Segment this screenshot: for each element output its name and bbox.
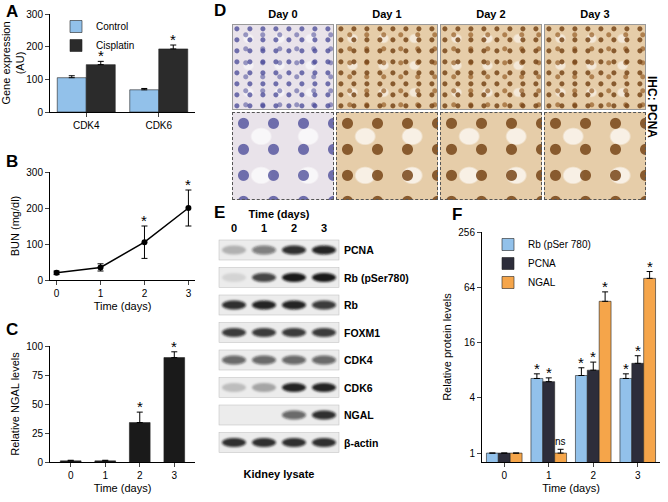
html-text:D: D: [214, 1, 227, 20]
svg-text:3: 3: [635, 470, 641, 481]
svg-text:*: *: [141, 212, 147, 229]
svg-text:1: 1: [261, 222, 267, 234]
svg-text:16: 16: [464, 337, 476, 348]
svg-text:4: 4: [469, 392, 475, 403]
svg-text:Relative NGAL levels: Relative NGAL levels: [9, 352, 21, 456]
html-text:IHC: PCNA: IHC: PCNA: [645, 76, 659, 138]
html-text:E: E: [214, 203, 226, 222]
svg-text:CDK6: CDK6: [145, 120, 172, 131]
svg-text:300: 300: [26, 167, 43, 178]
svg-text:256: 256: [458, 227, 475, 238]
svg-text:Kidney lysate: Kidney lysate: [244, 468, 315, 480]
svg-text:0: 0: [231, 222, 237, 234]
svg-text:B: B: [6, 152, 18, 171]
svg-text:2: 2: [137, 470, 143, 481]
svg-text:3: 3: [172, 470, 178, 481]
svg-text:PCNA: PCNA: [344, 244, 374, 256]
svg-text:0: 0: [37, 275, 43, 286]
svg-text:0: 0: [37, 457, 43, 468]
svg-text:*: *: [578, 354, 584, 371]
svg-text:NGAL: NGAL: [528, 277, 556, 288]
svg-text:3: 3: [321, 222, 327, 234]
svg-text:2: 2: [142, 288, 148, 299]
svg-text:BUN (mg/dl): BUN (mg/dl): [9, 196, 21, 257]
svg-text:*: *: [185, 176, 191, 193]
html-text:Day 1: Day 1: [372, 8, 402, 20]
svg-text:200: 200: [26, 203, 43, 214]
svg-text:100: 100: [26, 239, 43, 250]
svg-text:Gene expression(AU): Gene expression(AU): [0, 21, 26, 104]
svg-text:0: 0: [54, 288, 60, 299]
svg-text:CDK6: CDK6: [344, 382, 373, 394]
svg-text:Control: Control: [96, 21, 128, 32]
svg-text:A: A: [6, 2, 18, 21]
svg-text:1: 1: [98, 288, 104, 299]
svg-text:PCNA: PCNA: [528, 258, 556, 269]
svg-text:25: 25: [32, 428, 44, 439]
svg-text:2: 2: [590, 470, 596, 481]
svg-text:*: *: [647, 258, 653, 275]
svg-text:F: F: [452, 205, 462, 224]
svg-text:Rb (pSer780): Rb (pSer780): [344, 272, 409, 284]
svg-text:CDK4: CDK4: [73, 120, 100, 131]
svg-text:1: 1: [546, 470, 552, 481]
svg-text:*: *: [98, 47, 104, 64]
svg-text:1: 1: [102, 470, 108, 481]
svg-text:3: 3: [186, 288, 192, 299]
svg-text:NGAL: NGAL: [344, 409, 374, 421]
svg-text:*: *: [171, 338, 177, 355]
svg-text:50: 50: [32, 399, 44, 410]
svg-text:*: *: [137, 398, 143, 415]
svg-text:100: 100: [26, 74, 43, 85]
svg-text:*: *: [170, 31, 176, 48]
svg-text:0: 0: [37, 107, 43, 118]
svg-text:Time (days): Time (days): [94, 300, 152, 312]
svg-text:*: *: [546, 364, 552, 381]
svg-text:ns: ns: [555, 436, 566, 447]
svg-text:*: *: [623, 360, 629, 377]
svg-text:FOXM1: FOXM1: [344, 327, 380, 339]
svg-text:Time (days): Time (days): [94, 482, 152, 494]
html-text:Day 0: Day 0: [268, 8, 298, 20]
svg-text:0: 0: [501, 470, 507, 481]
svg-text:75: 75: [32, 370, 44, 381]
svg-text:*: *: [534, 360, 540, 377]
svg-text:*: *: [602, 278, 608, 295]
svg-text:*: *: [635, 342, 641, 359]
svg-text:*: *: [590, 348, 596, 365]
svg-text:1: 1: [469, 448, 475, 459]
svg-text:200: 200: [26, 41, 43, 52]
svg-text:Rb: Rb: [344, 299, 358, 311]
svg-text:100: 100: [26, 341, 43, 352]
svg-text:300: 300: [26, 9, 43, 20]
svg-text:β-actin: β-actin: [344, 437, 378, 449]
svg-text:CDK4: CDK4: [344, 354, 373, 366]
svg-text:Rb (pSer 780): Rb (pSer 780): [528, 239, 591, 250]
svg-text:C: C: [6, 320, 18, 339]
svg-text:Cisplatin: Cisplatin: [96, 40, 134, 51]
svg-text:64: 64: [464, 282, 476, 293]
svg-text:Relative protein levels: Relative protein levels: [441, 293, 453, 401]
svg-text:2: 2: [291, 222, 297, 234]
svg-text:Time (days): Time (days): [249, 208, 310, 220]
html-text:Day 3: Day 3: [580, 8, 610, 20]
svg-text:Time (days): Time (days): [542, 482, 600, 494]
html-text:Day 2: Day 2: [476, 8, 506, 20]
svg-text:0: 0: [68, 470, 74, 481]
